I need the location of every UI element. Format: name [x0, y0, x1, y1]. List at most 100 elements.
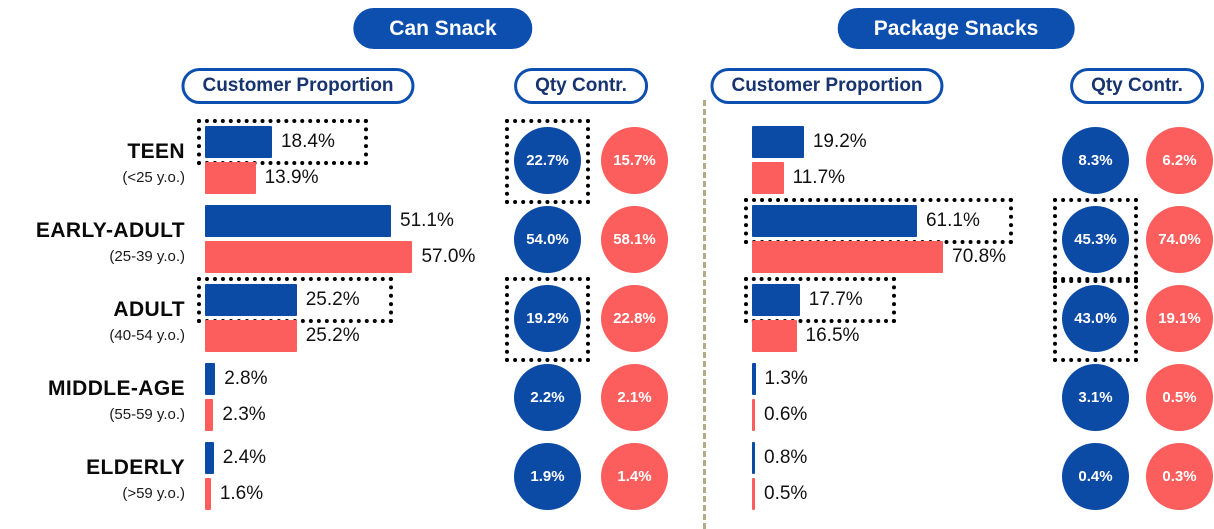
qty-contr-circle-red: 22.8% — [601, 285, 668, 352]
customer-proportion-bar-blue — [205, 126, 272, 158]
bar-value-label: 16.5% — [805, 325, 860, 346]
customer-proportion-bar-red — [205, 399, 214, 431]
qty-contr-header-right: Qty Contr. — [1070, 68, 1204, 104]
qty-contr-circle-blue: 8.3% — [1062, 127, 1129, 194]
qty-contr-circle-blue: 2.2% — [514, 364, 581, 431]
customer-proportion-bar-red — [752, 162, 784, 194]
bar-value-label: 51.1% — [400, 210, 454, 231]
highlight-box-circle — [505, 277, 590, 362]
bar-value-label: 1.3% — [764, 368, 808, 389]
circle-value-label: 1.9% — [530, 468, 565, 485]
customer-proportion-header-left: Customer Proportion — [181, 68, 415, 104]
customer-proportion-bar-red — [205, 478, 211, 510]
circle-value-label: 54.0% — [526, 231, 569, 248]
qty-contr-circle-blue: 22.7% — [514, 127, 581, 194]
bar-row-cp_red: 0.6% — [752, 399, 807, 431]
circle-value-label: 3.1% — [1078, 389, 1113, 406]
bar-row-cp_blue: 2.8% — [205, 363, 268, 395]
circle-value-label: 22.8% — [613, 310, 656, 327]
age-group-label-block: ADULT (40-54 y.o.) — [0, 290, 185, 352]
bar-value-label: 13.9% — [264, 167, 319, 188]
qty-contr-circle-red: 2.1% — [601, 364, 668, 431]
highlight-box-circle — [1053, 198, 1138, 283]
qty-contr-circle-red: 74.0% — [1146, 206, 1213, 273]
customer-proportion-bar-red — [752, 478, 755, 510]
customer-proportion-bar-blue — [752, 284, 800, 316]
customer-proportion-bar-red — [752, 320, 797, 352]
bar-value-label: 2.4% — [222, 447, 267, 468]
circle-value-label: 2.2% — [530, 389, 565, 406]
bar-value-label: 0.8% — [764, 447, 808, 468]
qty-contr-circle-blue: 54.0% — [514, 206, 581, 273]
circle-value-label: 15.7% — [613, 152, 656, 169]
qty-contr-circle-red: 6.2% — [1146, 127, 1213, 194]
qty-contr-circle-blue: 0.4% — [1062, 443, 1129, 510]
age-group-label-block: ELDERLY (>59 y.o.) — [0, 448, 185, 510]
circle-value-label: 22.7% — [526, 152, 569, 169]
age-group-label-block: EARLY-ADULT (25-39 y.o.) — [0, 211, 185, 273]
bar-value-label: 2.3% — [222, 404, 266, 425]
highlight-box-circle — [1053, 277, 1138, 362]
customer-proportion-bar-red — [205, 241, 413, 273]
bar-row-cp_red: 0.5% — [752, 478, 807, 510]
qty-contr-circle-red: 15.7% — [601, 127, 668, 194]
bar-row-cp_blue: 0.8% — [752, 442, 807, 474]
bar-row-cp_blue: 18.4% — [205, 126, 335, 158]
qty-contr-circle-red: 58.1% — [601, 206, 668, 273]
customer-proportion-bar-blue — [752, 442, 755, 474]
bar-value-label: 25.2% — [305, 325, 360, 346]
qty-contr-circle-red: 19.1% — [1146, 285, 1213, 352]
bar-value-label: 0.6% — [764, 404, 808, 425]
age-group-name: ADULT — [113, 297, 185, 321]
bar-row-cp_red: 70.8% — [752, 241, 1006, 273]
bar-row-cp_red: 11.7% — [752, 162, 845, 194]
bar-row-cp_red: 13.9% — [205, 162, 318, 194]
panel-title-package-snacks: Package Snacks — [837, 8, 1075, 49]
customer-proportion-bar-red — [205, 162, 256, 194]
bar-row-cp_red: 16.5% — [752, 320, 859, 352]
bar-row-cp_blue: 1.3% — [752, 363, 808, 395]
bar-row-cp_blue: 2.4% — [205, 442, 266, 474]
age-group-name: MIDDLE-AGE — [48, 376, 185, 400]
circle-value-label: 19.1% — [1158, 310, 1201, 327]
bar-row-cp_blue: 25.2% — [205, 284, 360, 316]
customer-proportion-bar-blue — [752, 205, 917, 237]
bar-value-label: 11.7% — [792, 167, 846, 188]
customer-proportion-bar-blue — [205, 284, 297, 316]
highlight-box-circle — [505, 119, 590, 204]
circle-value-label: 74.0% — [1158, 231, 1201, 248]
bar-value-label: 2.8% — [224, 368, 268, 389]
bar-value-label: 18.4% — [280, 131, 335, 152]
customer-proportion-bar-red — [205, 320, 297, 352]
bar-value-label: 70.8% — [952, 246, 1007, 267]
qty-contr-circle-red: 0.3% — [1146, 443, 1213, 510]
age-group-range: (40-54 y.o.) — [109, 326, 185, 344]
circle-value-label: 0.3% — [1162, 468, 1197, 485]
qty-contr-circle-red: 1.4% — [601, 443, 668, 510]
qty-contr-circle-blue: 19.2% — [514, 285, 581, 352]
bar-row-cp_blue: 17.7% — [752, 284, 863, 316]
bar-value-label: 61.1% — [925, 210, 980, 231]
highlight-box-bar — [197, 119, 368, 165]
qty-contr-circle-blue: 43.0% — [1062, 285, 1129, 352]
bar-row-cp_red: 25.2% — [205, 320, 360, 352]
customer-proportion-bar-red — [752, 241, 944, 273]
bar-row-cp_blue: 61.1% — [752, 205, 980, 237]
age-group-name: EARLY-ADULT — [35, 218, 185, 242]
circle-value-label: 45.3% — [1074, 231, 1117, 248]
circle-value-label: 8.3% — [1078, 152, 1113, 169]
age-group-range: (55-59 y.o.) — [109, 405, 185, 423]
age-group-range: (<25 y.o.) — [122, 168, 185, 186]
age-group-name: ELDERLY — [86, 455, 185, 479]
customer-proportion-bar-blue — [752, 126, 804, 158]
qty-contr-circle-blue: 1.9% — [514, 443, 581, 510]
bar-value-label: 17.7% — [808, 289, 863, 310]
customer-proportion-bar-blue — [205, 205, 391, 237]
age-group-label-block: MIDDLE-AGE (55-59 y.o.) — [0, 369, 185, 431]
bar-row-cp_blue: 51.1% — [205, 205, 454, 237]
qty-contr-header-left: Qty Contr. — [514, 68, 648, 104]
panel-title-can-snack: Can Snack — [353, 8, 533, 49]
customer-proportion-bar-blue — [205, 363, 216, 395]
circle-value-label: 43.0% — [1074, 310, 1117, 327]
